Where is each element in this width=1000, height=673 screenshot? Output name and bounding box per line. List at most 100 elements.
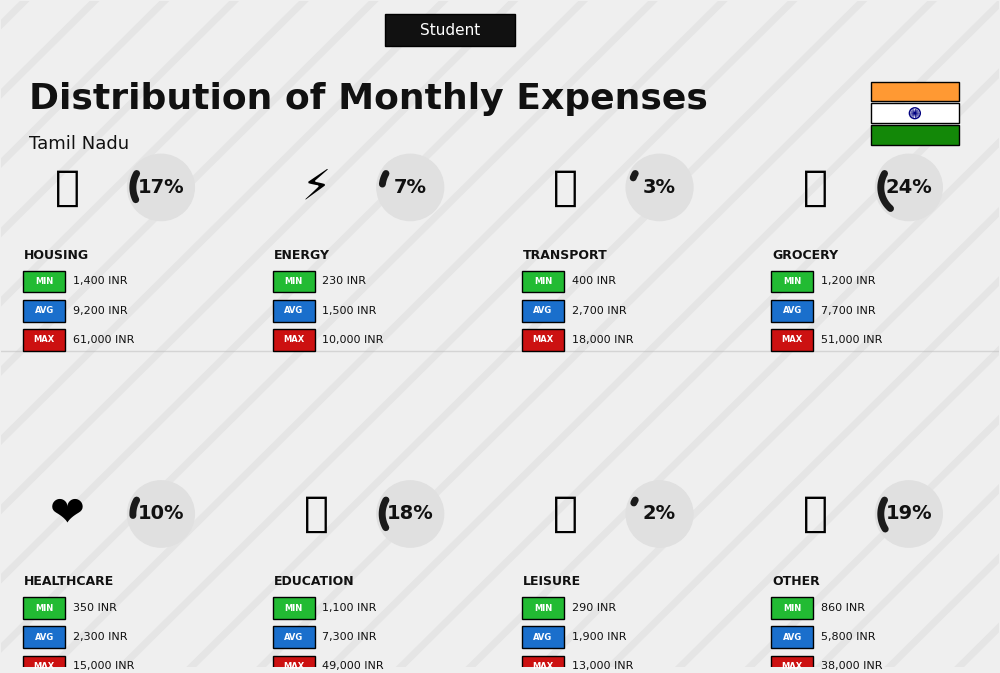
FancyBboxPatch shape <box>273 329 315 351</box>
Text: 1,200 INR: 1,200 INR <box>821 277 876 287</box>
Text: 7,700 INR: 7,700 INR <box>821 306 876 316</box>
FancyBboxPatch shape <box>871 81 959 102</box>
FancyBboxPatch shape <box>23 329 65 351</box>
Circle shape <box>626 481 693 547</box>
Text: AVG: AVG <box>783 306 802 315</box>
Text: 17%: 17% <box>138 178 184 197</box>
Text: 1,400 INR: 1,400 INR <box>73 277 128 287</box>
Text: 5,800 INR: 5,800 INR <box>821 632 876 642</box>
Text: AVG: AVG <box>533 633 553 641</box>
Text: Tamil Nadu: Tamil Nadu <box>29 135 129 153</box>
Text: HOUSING: HOUSING <box>24 249 89 262</box>
Text: MIN: MIN <box>534 277 552 286</box>
Text: 1,100 INR: 1,100 INR <box>322 603 377 613</box>
Text: HEALTHCARE: HEALTHCARE <box>24 575 115 588</box>
Text: 1,900 INR: 1,900 INR <box>572 632 626 642</box>
Text: AVG: AVG <box>284 306 303 315</box>
FancyBboxPatch shape <box>522 271 564 292</box>
FancyBboxPatch shape <box>871 104 959 123</box>
Text: OTHER: OTHER <box>772 575 820 588</box>
Text: 10,000 INR: 10,000 INR <box>322 335 384 345</box>
Text: ⚡: ⚡ <box>302 166 331 209</box>
Text: 2,700 INR: 2,700 INR <box>572 306 626 316</box>
Circle shape <box>128 481 194 547</box>
Text: 7%: 7% <box>394 178 427 197</box>
FancyBboxPatch shape <box>273 271 315 292</box>
FancyBboxPatch shape <box>23 299 65 322</box>
FancyBboxPatch shape <box>522 627 564 648</box>
FancyBboxPatch shape <box>273 656 315 673</box>
FancyBboxPatch shape <box>385 14 515 46</box>
Text: Student: Student <box>420 23 480 38</box>
Text: 🛍: 🛍 <box>553 493 578 535</box>
Text: 24%: 24% <box>885 178 932 197</box>
FancyBboxPatch shape <box>23 627 65 648</box>
Text: 13,000 INR: 13,000 INR <box>572 662 633 672</box>
FancyBboxPatch shape <box>23 597 65 619</box>
Text: 51,000 INR: 51,000 INR <box>821 335 882 345</box>
Text: 290 INR: 290 INR <box>572 603 616 613</box>
FancyBboxPatch shape <box>273 627 315 648</box>
Text: GROCERY: GROCERY <box>772 249 838 262</box>
Text: MAX: MAX <box>34 662 55 671</box>
Text: MIN: MIN <box>284 604 303 612</box>
Text: TRANSPORT: TRANSPORT <box>523 249 608 262</box>
FancyBboxPatch shape <box>522 299 564 322</box>
Text: 38,000 INR: 38,000 INR <box>821 662 883 672</box>
Text: MAX: MAX <box>782 335 803 345</box>
Text: 2,300 INR: 2,300 INR <box>73 632 128 642</box>
Text: 350 INR: 350 INR <box>73 603 117 613</box>
Text: 18,000 INR: 18,000 INR <box>572 335 633 345</box>
Text: AVG: AVG <box>533 306 553 315</box>
FancyBboxPatch shape <box>771 299 813 322</box>
Text: 1,500 INR: 1,500 INR <box>322 306 377 316</box>
Text: 🏢: 🏢 <box>55 166 80 209</box>
FancyBboxPatch shape <box>273 597 315 619</box>
FancyBboxPatch shape <box>771 627 813 648</box>
Text: MIN: MIN <box>35 277 53 286</box>
Text: 9,200 INR: 9,200 INR <box>73 306 128 316</box>
Circle shape <box>377 154 444 221</box>
Text: LEISURE: LEISURE <box>523 575 581 588</box>
FancyBboxPatch shape <box>871 125 959 145</box>
FancyBboxPatch shape <box>23 271 65 292</box>
FancyBboxPatch shape <box>522 597 564 619</box>
Text: 3%: 3% <box>643 178 676 197</box>
Text: ❤: ❤ <box>50 493 85 535</box>
Text: 🚌: 🚌 <box>553 166 578 209</box>
Text: MAX: MAX <box>532 335 554 345</box>
Text: ENERGY: ENERGY <box>274 249 330 262</box>
Text: 230 INR: 230 INR <box>322 277 366 287</box>
Text: 49,000 INR: 49,000 INR <box>322 662 384 672</box>
Text: MAX: MAX <box>532 662 554 671</box>
Text: MIN: MIN <box>783 277 801 286</box>
FancyBboxPatch shape <box>771 597 813 619</box>
FancyBboxPatch shape <box>273 299 315 322</box>
FancyBboxPatch shape <box>522 656 564 673</box>
Text: 400 INR: 400 INR <box>572 277 616 287</box>
Circle shape <box>128 154 194 221</box>
Text: MIN: MIN <box>284 277 303 286</box>
Text: AVG: AVG <box>35 306 54 315</box>
Text: MAX: MAX <box>782 662 803 671</box>
Text: 15,000 INR: 15,000 INR <box>73 662 135 672</box>
Text: 🛒: 🛒 <box>803 166 828 209</box>
FancyBboxPatch shape <box>771 271 813 292</box>
FancyBboxPatch shape <box>522 329 564 351</box>
Text: MIN: MIN <box>783 604 801 612</box>
Text: MIN: MIN <box>35 604 53 612</box>
Text: 860 INR: 860 INR <box>821 603 865 613</box>
Text: AVG: AVG <box>35 633 54 641</box>
Text: MAX: MAX <box>34 335 55 345</box>
Text: Distribution of Monthly Expenses: Distribution of Monthly Expenses <box>29 81 708 116</box>
Text: AVG: AVG <box>284 633 303 641</box>
Circle shape <box>626 154 693 221</box>
Text: 19%: 19% <box>886 505 932 524</box>
Circle shape <box>875 154 942 221</box>
Text: 7,300 INR: 7,300 INR <box>322 632 377 642</box>
Text: 18%: 18% <box>387 505 434 524</box>
Text: 2%: 2% <box>643 505 676 524</box>
Text: 🎓: 🎓 <box>304 493 329 535</box>
FancyBboxPatch shape <box>771 656 813 673</box>
Text: MAX: MAX <box>283 335 304 345</box>
